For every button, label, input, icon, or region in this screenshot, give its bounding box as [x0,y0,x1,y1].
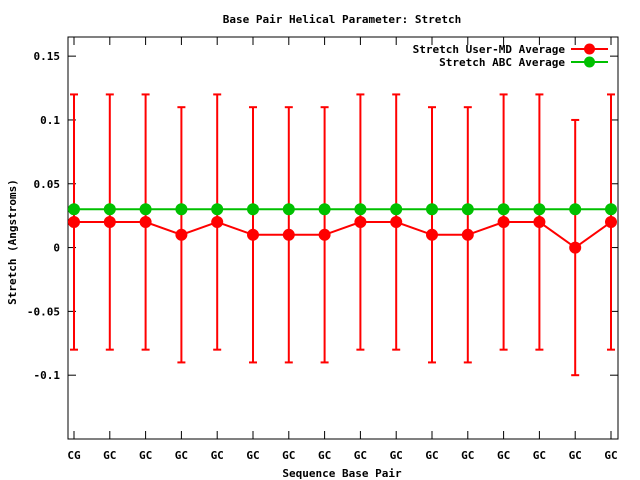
data-point [211,216,224,229]
x-tick-label: GC [569,449,582,462]
legend-label: Stretch User-MD Average [413,43,566,56]
legend-swatch-marker [584,43,595,55]
y-tick-label: -0.1 [34,369,61,382]
data-point [533,203,546,216]
y-tick-label: 0.05 [34,178,61,191]
data-point [211,203,224,216]
series-line-user-md [74,220,612,249]
data-point [318,228,331,241]
data-point [139,203,152,216]
x-axis-label: Sequence Base Pair [282,467,402,480]
data-point [569,241,582,254]
x-tick-label: GC [461,449,474,462]
y-tick-label: 0 [53,242,60,255]
legend-swatch-marker [584,56,595,68]
data-point [247,203,259,216]
x-tick-label: GC [282,449,295,462]
data-point [390,203,403,216]
data-point [139,216,152,229]
data-point [68,216,80,229]
data-point [175,228,188,241]
data-point [426,228,438,241]
x-tick-label: GC [604,449,617,462]
y-tick-label: 0.15 [34,50,61,63]
data-point [318,203,331,216]
x-tick-label: CG [67,449,81,462]
x-tick-label: GC [425,449,438,462]
data-point [533,216,546,229]
x-tick-label: GC [103,449,116,462]
data-point [354,216,367,229]
error-bars [70,93,615,377]
data-point [390,216,403,229]
data-point [605,216,617,229]
legend-label: Stretch ABC Average [439,56,565,69]
data-point [605,203,617,216]
y-tick-label: 0.1 [40,114,60,127]
series-points-abc [68,203,617,216]
x-tick-label: GC [318,449,331,462]
data-point [68,203,80,216]
x-tick-label: GC [211,449,224,462]
x-tick-label: GC [533,449,546,462]
series-layer [68,93,617,377]
data-point [282,228,295,241]
data-point [247,228,259,241]
y-tick-label: -0.05 [27,305,60,318]
series-points-user-md [68,216,617,254]
data-point [426,203,438,216]
x-tick-label: GC [139,449,152,462]
x-tick-label: GC [354,449,367,462]
x-tick-label: GC [246,449,259,462]
data-point [497,216,510,229]
x-tick-label: GC [497,449,510,462]
data-point [569,203,582,216]
data-point [461,203,474,216]
data-point [461,228,474,241]
axis-ticks: 0.15 0.1 0.05 0 -0.05 -0.1 CG GC GC GC GC GC GC GC GC G… [27,37,618,462]
data-point [282,203,295,216]
chart-title: Base Pair Helical Parameter: Stretch [223,13,461,26]
data-point [497,203,510,216]
x-tick-label: GC [390,449,403,462]
data-point [354,203,367,216]
data-point [103,216,116,229]
x-tick-label: GC [175,449,188,462]
y-axis-label: Stretch (Angstroms) [6,179,19,305]
data-point [175,203,188,216]
plot-frame [67,36,619,440]
data-point [103,203,116,216]
